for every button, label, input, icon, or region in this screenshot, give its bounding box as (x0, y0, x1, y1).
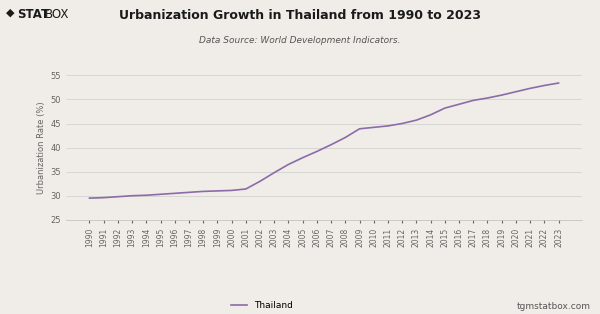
Y-axis label: Urbanization Rate (%): Urbanization Rate (%) (37, 101, 46, 194)
Text: BOX: BOX (45, 8, 70, 21)
Text: ◆: ◆ (6, 8, 18, 18)
Text: Data Source: World Development Indicators.: Data Source: World Development Indicator… (199, 36, 401, 45)
Text: Urbanization Growth in Thailand from 1990 to 2023: Urbanization Growth in Thailand from 199… (119, 9, 481, 22)
Text: tgmstatbox.com: tgmstatbox.com (517, 302, 591, 311)
Text: STAT: STAT (17, 8, 49, 21)
Legend: Thailand: Thailand (227, 297, 297, 313)
